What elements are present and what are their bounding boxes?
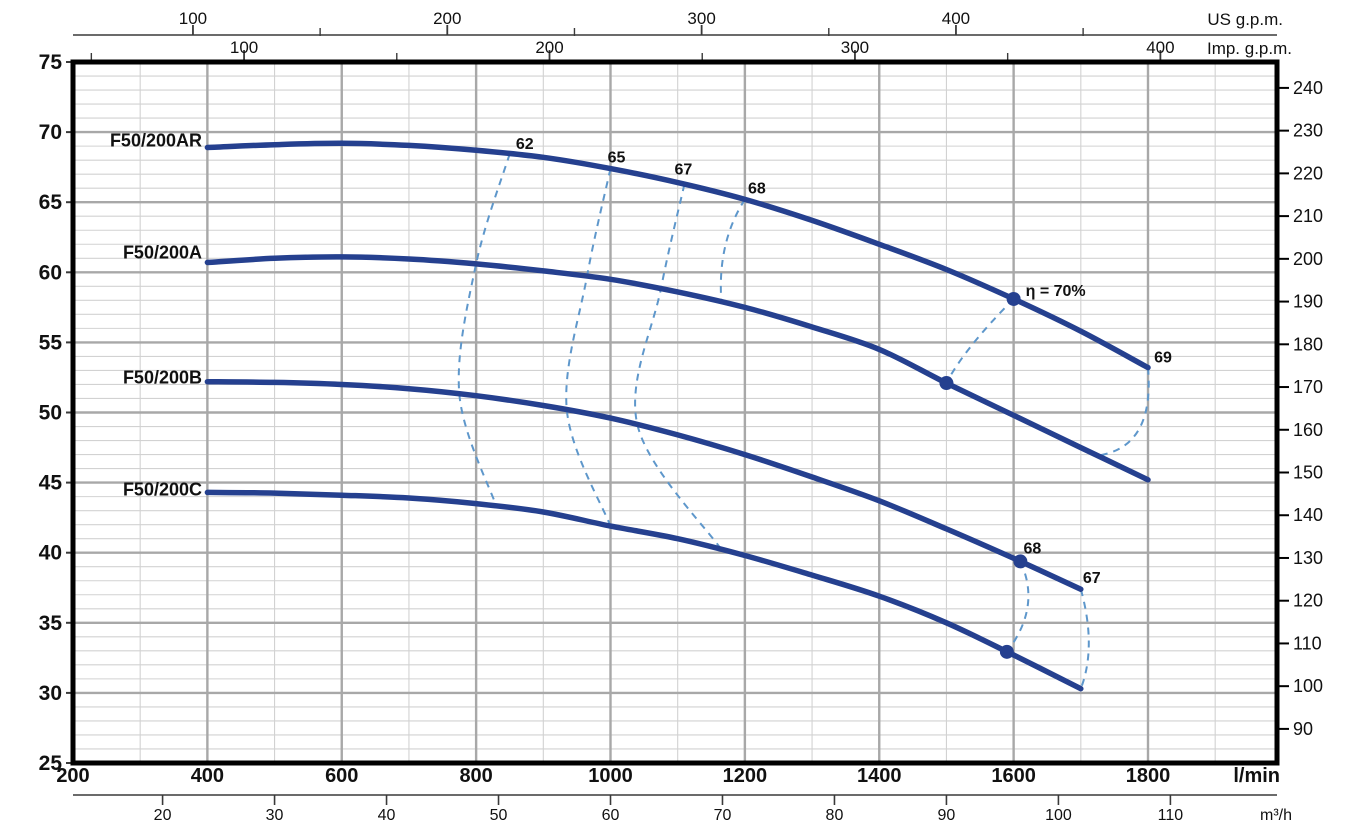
head-ft-tick-label: 180 <box>1293 334 1323 354</box>
pump-curve-B <box>204 378 1084 592</box>
m3h-tick-label: 80 <box>826 807 844 824</box>
flow-lmin-tick-label: 1200 <box>723 765 768 787</box>
efficiency-iso-line <box>1006 560 1030 653</box>
head-m-tick-label: 25 <box>39 752 63 775</box>
head-m-tick-label: 35 <box>39 612 63 635</box>
head-m-tick-label: 55 <box>39 331 63 354</box>
m3h-tick-label: 70 <box>714 807 732 824</box>
efficiency-label: 62 <box>516 136 534 153</box>
efficiency-label: 65 <box>608 150 626 167</box>
efficiency-label: 69 <box>1154 350 1172 367</box>
head-ft-tick-label: 100 <box>1293 676 1323 696</box>
efficiency-label: 68 <box>748 180 766 197</box>
head-m-tick-label: 60 <box>39 261 62 284</box>
flow-lmin-tick-label: 200 <box>56 765 89 787</box>
flow-lmin-tick-label: 400 <box>191 765 224 787</box>
us-gpm-tick-label: 100 <box>179 9 207 28</box>
efficiency-iso-line <box>457 153 511 507</box>
pump-curve-label-C: F50/200C <box>123 480 202 500</box>
head-m-tick-label: 45 <box>39 472 63 495</box>
flow-lmin-unit-label: l/min <box>1233 765 1280 787</box>
efficiency-iso-line <box>1079 588 1090 690</box>
flow-lmin-tick-label: 600 <box>325 765 358 787</box>
head-ft-tick-label: 140 <box>1293 505 1323 525</box>
efficiency-label: η = 70% <box>1026 283 1086 300</box>
flow-lmin-tick-label: 1600 <box>991 765 1036 787</box>
m3h-tick-label: 30 <box>266 807 284 824</box>
efficiency-label: 67 <box>675 161 693 178</box>
head-m-tick-label: 75 <box>39 51 63 74</box>
head-ft-tick-label: 160 <box>1293 420 1323 440</box>
efficiency-dot <box>939 376 954 391</box>
m3h-tick-label: 90 <box>938 807 956 824</box>
m3h-tick-label: 40 <box>378 807 396 824</box>
head-m-tick-label: 70 <box>39 121 62 144</box>
head-ft-tick-label: 130 <box>1293 548 1323 568</box>
flow-lmin-tick-label: 800 <box>459 765 492 787</box>
head-ft-tick-label: 110 <box>1293 633 1322 653</box>
pump-curve-label-A: F50/200A <box>123 243 202 263</box>
m3h-tick-label: 60 <box>602 807 620 824</box>
us-gpm-unit-label: US g.p.m. <box>1207 10 1283 29</box>
m3h-tick-label: 100 <box>1045 807 1072 824</box>
efficiency-iso-line <box>565 168 612 527</box>
plot-frame <box>70 59 1280 766</box>
efficiency-iso-line <box>945 298 1015 384</box>
imp-gpm-tick-label: 300 <box>841 38 869 57</box>
imp-gpm-unit-label: Imp. g.p.m. <box>1207 39 1292 58</box>
pump-curve-label-B: F50/200B <box>123 367 202 387</box>
pump-curve-label-AR: F50/200AR <box>110 131 202 151</box>
m3h-tick-label: 110 <box>1158 807 1184 824</box>
imp-gpm-tick-label: 200 <box>535 38 563 57</box>
head-ft-tick-label: 210 <box>1293 206 1323 226</box>
head-m-tick-label: 30 <box>39 682 62 705</box>
pump-curve-AR <box>204 140 1151 371</box>
head-ft-tick-label: 170 <box>1293 377 1323 397</box>
head-ft-tick-label: 240 <box>1293 78 1323 98</box>
head-ft-tick-label: 220 <box>1293 163 1323 183</box>
efficiency-iso-line <box>719 198 746 303</box>
us-gpm-tick-label: 400 <box>942 9 970 28</box>
head-m-tick-label: 50 <box>39 402 62 425</box>
head-ft-tick-label: 190 <box>1293 292 1323 312</box>
head-ft-tick-label: 90 <box>1293 719 1313 739</box>
head-ft-tick-label: 200 <box>1293 249 1323 269</box>
efficiency-label: 67 <box>1083 570 1101 587</box>
head-m-tick-label: 40 <box>39 542 62 565</box>
m3h-unit-label: m³/h <box>1260 807 1292 824</box>
efficiency-dot <box>1006 291 1021 306</box>
flow-lmin-tick-label: 1000 <box>588 765 633 787</box>
flow-lmin-tick-label: 1400 <box>857 765 902 787</box>
efficiency-iso-line <box>1097 367 1150 457</box>
us-gpm-tick-label: 300 <box>687 9 715 28</box>
us-gpm-tick-label: 200 <box>433 9 461 28</box>
head-m-tick-label: 65 <box>39 191 63 214</box>
head-ft-tick-label: 150 <box>1293 463 1323 483</box>
m3h-tick-label: 20 <box>154 807 172 824</box>
efficiency-dot <box>999 644 1014 659</box>
imp-gpm-tick-label: 400 <box>1146 38 1174 57</box>
imp-gpm-tick-label: 100 <box>230 38 258 57</box>
efficiency-label: 68 <box>1023 540 1041 557</box>
pump-curve-A <box>204 254 1151 483</box>
m3h-tick-label: 50 <box>490 807 508 824</box>
efficiency-dot <box>1013 554 1028 569</box>
head-ft-tick-label: 120 <box>1293 591 1323 611</box>
flow-lmin-tick-label: 1800 <box>1126 765 1171 787</box>
efficiency-iso-line <box>634 184 723 551</box>
pump-curve-C <box>204 489 1084 692</box>
head-ft-tick-label: 230 <box>1293 121 1323 141</box>
